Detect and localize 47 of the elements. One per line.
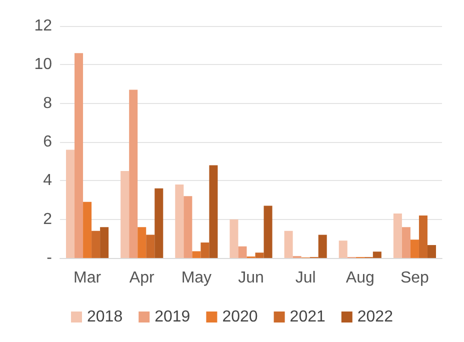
bar (230, 219, 238, 258)
bar (372, 252, 382, 258)
bar (318, 234, 327, 258)
y-tick-label: 12 (34, 18, 52, 34)
bar (418, 215, 428, 258)
bar (255, 252, 264, 258)
bar (238, 246, 247, 258)
legend-label: 2022 (357, 308, 394, 326)
bar (154, 188, 164, 258)
bar (284, 230, 293, 258)
y-tick-label: 8 (43, 94, 52, 112)
y-tick-label: 4 (43, 172, 52, 190)
bar (146, 234, 155, 258)
bar (184, 196, 192, 258)
y-tick-label: 10 (34, 56, 52, 74)
bar (74, 53, 84, 258)
bar (200, 242, 210, 258)
legend-label: 2020 (222, 308, 258, 326)
bar (100, 227, 109, 258)
bar (192, 251, 201, 258)
bar (92, 230, 100, 258)
y-tick-label: - (46, 250, 52, 266)
x-tick-label: Mar (74, 270, 102, 286)
bar (402, 227, 410, 258)
y-tick-label: 6 (43, 134, 52, 150)
bar (393, 214, 402, 258)
legend-label: 2018 (87, 308, 123, 326)
legend-label: 2019 (154, 308, 190, 326)
bar (129, 90, 138, 258)
bar (138, 227, 146, 258)
bar (427, 245, 436, 258)
x-tick-label: Jun (238, 270, 264, 286)
bar (209, 165, 218, 258)
bar (66, 150, 75, 258)
bar (83, 202, 92, 258)
bar (264, 206, 272, 258)
bar (338, 240, 348, 258)
bar (120, 171, 130, 258)
bar (410, 240, 419, 258)
x-tick-label: May (181, 270, 212, 286)
y-tick-label: 2 (43, 210, 52, 228)
x-tick-label: Sep (400, 270, 430, 286)
legend-label: 2021 (290, 308, 326, 326)
x-tick-label: Apr (129, 270, 155, 286)
x-tick-label: Jul (295, 270, 316, 286)
x-tick-label: Aug (346, 270, 374, 286)
bar (175, 184, 184, 258)
